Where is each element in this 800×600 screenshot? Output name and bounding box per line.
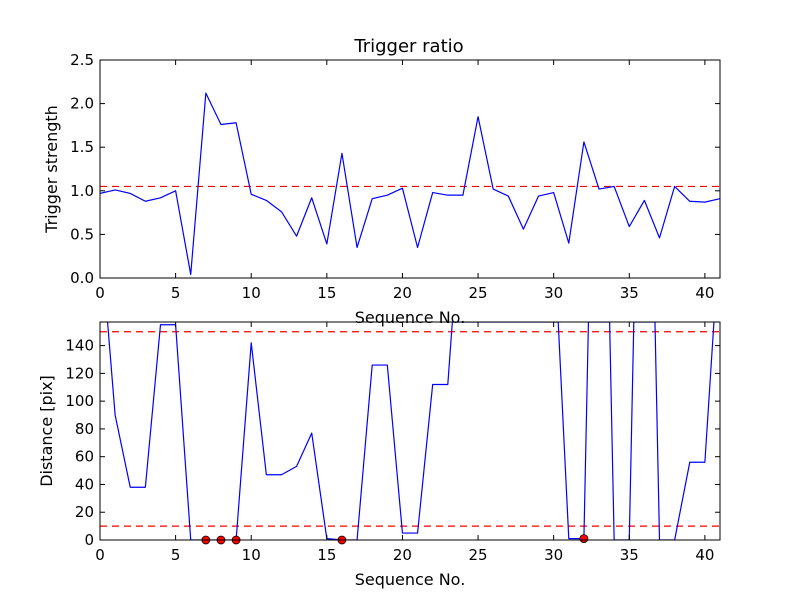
y-tick-label: 0.5 xyxy=(70,225,94,243)
x-axis-label: Sequence No. xyxy=(355,570,466,589)
x-tick-label: 10 xyxy=(242,546,261,564)
axes-frame xyxy=(99,59,721,279)
series-line-0 xyxy=(100,92,720,276)
chart-bottom-panel: 0 5 10 15 20 25 30 35 40 0 20 40 60 80 100 120 140 Sequen… xyxy=(37,321,721,589)
x-axis-label: Sequence No. xyxy=(355,308,466,327)
y-tick-label: 120 xyxy=(65,364,94,382)
x-tick-label: 25 xyxy=(469,546,488,564)
x-tick-label: 40 xyxy=(695,546,714,564)
y-tick-label: 100 xyxy=(65,392,94,410)
x-tick-label: 15 xyxy=(317,546,336,564)
chart-top-panel: 0 5 10 15 20 25 30 35 40 0.0 0.5 1.0 1.5 2.0 2.5 Sequen… xyxy=(42,51,721,327)
x-tick-label: 5 xyxy=(171,546,181,564)
data-marker-4 xyxy=(579,534,589,544)
y-tick-label: 0 xyxy=(84,531,94,549)
x-tick-label: 35 xyxy=(620,546,639,564)
x-tick-label: 35 xyxy=(620,284,639,302)
x-tick-label: 30 xyxy=(544,546,563,564)
y-tick-label: 80 xyxy=(75,420,94,438)
y-tick-label: 1.5 xyxy=(70,138,94,156)
x-tick-label: 10 xyxy=(242,284,261,302)
y-tick-label: 20 xyxy=(75,503,94,521)
y-tick-label: 0.0 xyxy=(70,269,94,287)
y-axis-label: Distance [pix] xyxy=(37,375,56,487)
x-tick-label: 20 xyxy=(393,546,412,564)
y-axis-label: Trigger strength xyxy=(42,105,61,234)
x-tick-label: 40 xyxy=(695,284,714,302)
x-tick-label: 0 xyxy=(95,546,105,564)
y-tick-label: 40 xyxy=(75,475,94,493)
plot-area xyxy=(100,92,720,276)
x-tick-label: 15 xyxy=(317,284,336,302)
x-tick-label: 25 xyxy=(469,284,488,302)
y-tick-label: 2.5 xyxy=(70,51,94,69)
series-line-0 xyxy=(106,322,715,540)
y-tick-label: 2.0 xyxy=(70,95,94,113)
axes-frame xyxy=(99,321,721,541)
x-tick-label: 20 xyxy=(393,284,412,302)
y-tick-label: 140 xyxy=(65,337,94,355)
figure-title: Trigger ratio xyxy=(353,36,463,57)
x-tick-label: 0 xyxy=(95,284,105,302)
plot-area xyxy=(100,322,720,540)
y-tick-label: 60 xyxy=(75,448,94,466)
x-tick-label: 30 xyxy=(544,284,563,302)
x-tick-label: 5 xyxy=(171,284,181,302)
y-tick-label: 1.0 xyxy=(70,182,94,200)
